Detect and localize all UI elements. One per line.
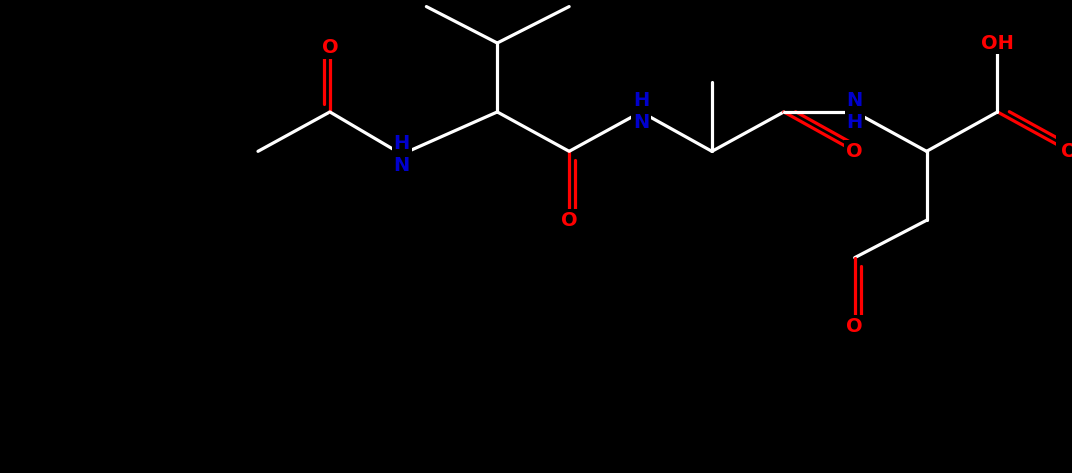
Text: O: O <box>1061 142 1072 161</box>
Text: O: O <box>847 142 863 161</box>
Text: H
N: H N <box>393 134 410 175</box>
Text: N
H: N H <box>847 91 863 132</box>
Text: O: O <box>322 38 338 57</box>
Text: OH: OH <box>981 34 1014 53</box>
Text: O: O <box>561 211 578 230</box>
Text: O: O <box>847 317 863 336</box>
Text: H
N: H N <box>632 91 650 132</box>
